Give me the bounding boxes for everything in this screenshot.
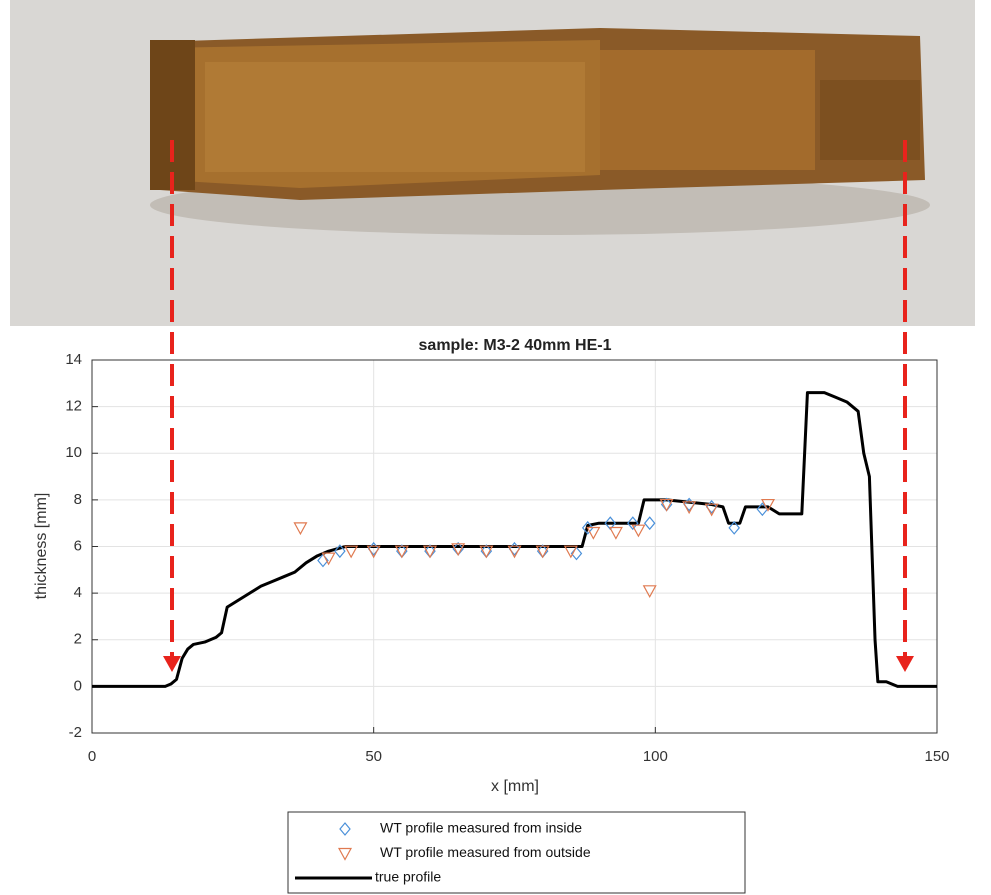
- x-tick-label: 100: [643, 748, 668, 765]
- y-tick-label: 14: [65, 351, 82, 368]
- triangle-marker: [507, 545, 522, 559]
- y-tick-label: 0: [74, 677, 82, 694]
- x-tick-label: 0: [88, 748, 96, 765]
- triangle-marker: [366, 545, 381, 559]
- x-axis-label: x [mm]: [491, 778, 539, 795]
- triangle-marker: [394, 545, 409, 559]
- x-tick-label: 150: [924, 748, 949, 765]
- sample-photo: [10, 0, 975, 326]
- legend-entries: WT profile measured from inside WT profil…: [295, 820, 591, 885]
- diamond-marker: [339, 822, 351, 836]
- triangle-marker: [642, 585, 657, 599]
- diamond-marker: [334, 544, 346, 559]
- diamond-marker: [581, 520, 594, 535]
- triangle-marker: [586, 526, 601, 540]
- triangle-marker: [451, 543, 466, 557]
- axes-box: [91, 359, 938, 734]
- triangle-marker: [631, 524, 646, 538]
- diamond-marker: [705, 499, 718, 514]
- diamond-marker: [570, 546, 583, 561]
- y-tick-label: 8: [74, 491, 82, 508]
- y-tick-label: 12: [65, 398, 82, 415]
- legend-label: WT profile measured from outside: [380, 844, 591, 860]
- triangle-marker: [293, 522, 308, 536]
- triangle-marker: [682, 501, 697, 515]
- triangle-marker: [344, 545, 359, 559]
- x-tick-label: 50: [365, 748, 382, 765]
- triangle-marker: [422, 545, 438, 559]
- y-tick-label: 4: [74, 584, 82, 601]
- shell-bore-2: [600, 50, 815, 170]
- thread: [150, 40, 195, 190]
- arrow-head-left: [163, 656, 181, 672]
- triangle-marker: [479, 545, 494, 559]
- triangle-marker: [704, 503, 719, 517]
- legend-label: true profile: [375, 869, 441, 885]
- y-tick-label: 2: [74, 631, 82, 648]
- arrows: [163, 140, 914, 672]
- y-tick-label: 6: [74, 537, 82, 554]
- profile-line: [92, 391, 937, 688]
- diamond-marker: [728, 520, 740, 535]
- y-tick-label: -2: [69, 724, 82, 741]
- diamond-marker: [367, 541, 380, 556]
- triangle-marker: [659, 498, 674, 512]
- triangle-marker: [337, 847, 353, 861]
- legend-label: WT profile measured from inside: [380, 820, 582, 836]
- triangle-marker: [608, 526, 623, 540]
- triangle-marker: [563, 545, 578, 559]
- diamond-marker: [317, 553, 329, 568]
- y-axis-label: thickness [mm]: [33, 493, 50, 600]
- triangle-marker: [760, 498, 776, 512]
- triangle-marker: [535, 545, 550, 559]
- chart-title: sample: M3-2 40mm HE-1: [419, 337, 612, 354]
- diamond-marker: [643, 516, 656, 531]
- arrow-head-right: [896, 656, 914, 672]
- diamond-marker: [508, 541, 521, 556]
- diamond-marker: [683, 497, 695, 512]
- diamond-marker: [627, 516, 639, 531]
- triangle-marker: [321, 552, 336, 566]
- plot-area: [91, 359, 938, 734]
- y-tick-label: 10: [65, 444, 82, 461]
- shell-bore: [205, 62, 585, 172]
